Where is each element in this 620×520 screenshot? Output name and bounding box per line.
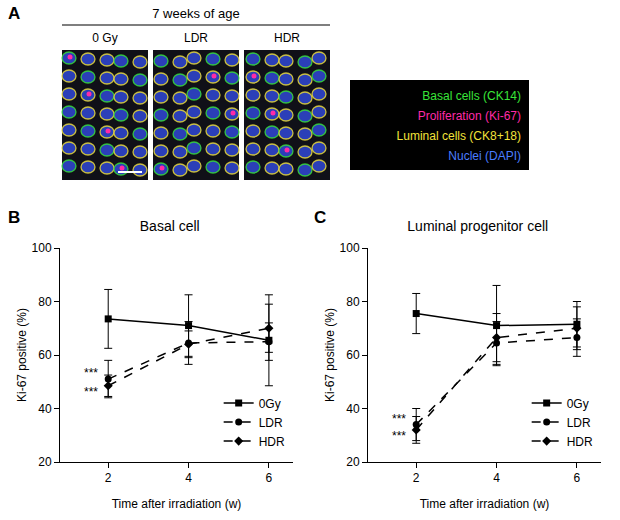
svg-text:80: 80 bbox=[38, 295, 52, 309]
svg-text:0 Gy: 0 Gy bbox=[92, 31, 117, 45]
svg-text:LDR: LDR bbox=[567, 416, 591, 430]
svg-text:***: *** bbox=[392, 429, 406, 443]
svg-text:Basal cell: Basal cell bbox=[140, 218, 200, 234]
svg-text:2: 2 bbox=[105, 471, 112, 485]
svg-text:4: 4 bbox=[493, 471, 500, 485]
svg-text:100: 100 bbox=[340, 241, 360, 255]
svg-text:Time after irradiation (w): Time after irradiation (w) bbox=[112, 497, 242, 511]
svg-text:100: 100 bbox=[32, 241, 52, 255]
svg-text:0Gy: 0Gy bbox=[259, 397, 281, 411]
svg-text:2: 2 bbox=[413, 471, 420, 485]
svg-text:***: *** bbox=[84, 366, 98, 380]
html-text:C: C bbox=[314, 208, 327, 227]
svg-text:LDR: LDR bbox=[259, 416, 283, 430]
svg-text:40: 40 bbox=[346, 402, 360, 416]
svg-text:80: 80 bbox=[346, 295, 360, 309]
svg-text:***: *** bbox=[84, 385, 98, 399]
svg-text:***: *** bbox=[392, 412, 406, 426]
svg-text:LDR: LDR bbox=[184, 31, 208, 45]
svg-text:0Gy: 0Gy bbox=[567, 397, 589, 411]
svg-text:Ki-67 positive (%): Ki-67 positive (%) bbox=[323, 308, 337, 402]
svg-text:HDR: HDR bbox=[259, 435, 285, 449]
svg-text:6: 6 bbox=[266, 471, 273, 485]
svg-text:20: 20 bbox=[346, 455, 360, 469]
svg-text:Time after irradiation (w): Time after irradiation (w) bbox=[420, 497, 550, 511]
html-text:A: A bbox=[8, 4, 21, 23]
svg-text:Luminal progenitor cell: Luminal progenitor cell bbox=[407, 218, 548, 234]
svg-text:60: 60 bbox=[346, 348, 360, 362]
svg-text:HDR: HDR bbox=[274, 31, 300, 45]
svg-text:7 weeks of age: 7 weeks of age bbox=[152, 6, 239, 21]
svg-text:6: 6 bbox=[574, 471, 581, 485]
svg-text:Ki-67 positive (%): Ki-67 positive (%) bbox=[15, 308, 29, 402]
svg-text:HDR: HDR bbox=[567, 435, 593, 449]
svg-text:40: 40 bbox=[38, 402, 52, 416]
svg-text:Luminal cells (CK8+18): Luminal cells (CK8+18) bbox=[397, 129, 521, 143]
svg-text:60: 60 bbox=[38, 348, 52, 362]
svg-text:Proliferation (Ki-67): Proliferation (Ki-67) bbox=[418, 109, 521, 123]
svg-text:Nuclei (DAPI): Nuclei (DAPI) bbox=[448, 149, 521, 163]
svg-text:20: 20 bbox=[38, 455, 52, 469]
svg-text:4: 4 bbox=[185, 471, 192, 485]
html-text:B: B bbox=[8, 208, 21, 227]
svg-text:Basal cells (CK14): Basal cells (CK14) bbox=[422, 89, 521, 103]
